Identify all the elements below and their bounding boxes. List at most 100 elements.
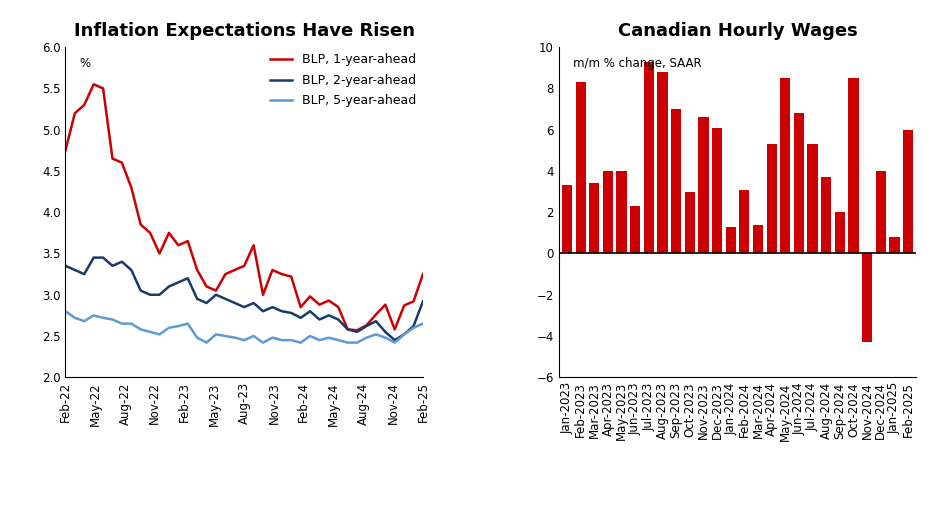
BLP, 5-year-ahead (266, 334, 278, 341)
BLP, 2-year-ahead (266, 304, 278, 310)
BLP, 5-year-ahead (238, 337, 250, 343)
BLP, 1-year-ahead (97, 85, 108, 92)
BLP, 1-year-ahead (210, 288, 222, 294)
Bar (657, 72, 668, 254)
BLP, 5-year-ahead (79, 318, 90, 324)
BLP, 5-year-ahead (305, 333, 316, 339)
Bar (780, 78, 790, 254)
BLP, 1-year-ahead (276, 271, 287, 277)
BLP, 5-year-ahead (342, 340, 353, 346)
Bar (698, 117, 709, 254)
BLP, 1-year-ahead (164, 230, 175, 236)
Text: m/m % change, SAAR: m/m % change, SAAR (573, 57, 702, 70)
BLP, 1-year-ahead (173, 242, 184, 248)
BLP, 5-year-ahead (248, 333, 259, 339)
Bar (684, 192, 695, 254)
Title: Canadian Hourly Wages: Canadian Hourly Wages (618, 22, 857, 40)
BLP, 1-year-ahead (107, 156, 118, 162)
BLP, 2-year-ahead (238, 304, 250, 310)
BLP, 1-year-ahead (88, 81, 99, 88)
BLP, 1-year-ahead (201, 283, 212, 290)
Text: instaforex: instaforex (45, 480, 117, 493)
BLP, 1-year-ahead (398, 302, 410, 309)
BLP, 5-year-ahead (145, 329, 156, 335)
Bar (643, 62, 654, 254)
BLP, 2-year-ahead (352, 329, 363, 335)
BLP, 1-year-ahead (135, 222, 146, 228)
BLP, 2-year-ahead (380, 329, 391, 335)
BLP, 5-year-ahead (276, 337, 287, 343)
BLP, 5-year-ahead (229, 334, 240, 341)
BLP, 2-year-ahead (305, 308, 316, 314)
BLP, 5-year-ahead (210, 331, 222, 337)
Bar (753, 225, 763, 254)
Text: ⚙: ⚙ (7, 481, 25, 499)
BLP, 2-year-ahead (201, 300, 212, 306)
Bar (889, 237, 899, 254)
BLP, 1-year-ahead (248, 242, 259, 248)
BLP, 2-year-ahead (361, 323, 372, 329)
Bar (808, 144, 818, 254)
BLP, 1-year-ahead (352, 327, 363, 333)
BLP, 2-year-ahead (79, 271, 90, 277)
BLP, 5-year-ahead (116, 321, 127, 327)
Line: BLP, 1-year-ahead: BLP, 1-year-ahead (65, 84, 423, 330)
Bar (576, 82, 585, 254)
BLP, 1-year-ahead (380, 301, 391, 308)
BLP, 2-year-ahead (107, 263, 118, 269)
BLP, 2-year-ahead (182, 275, 194, 281)
BLP, 1-year-ahead (116, 159, 127, 166)
BLP, 5-year-ahead (60, 308, 71, 314)
BLP, 5-year-ahead (352, 340, 363, 346)
BLP, 2-year-ahead (229, 300, 240, 306)
BLP, 2-year-ahead (116, 259, 127, 265)
Bar (712, 128, 722, 254)
BLP, 2-year-ahead (295, 315, 307, 321)
Text: %: % (79, 57, 91, 70)
BLP, 1-year-ahead (220, 271, 231, 277)
BLP, 1-year-ahead (257, 291, 268, 298)
BLP, 5-year-ahead (135, 326, 146, 333)
BLP, 2-year-ahead (398, 331, 410, 337)
BLP, 5-year-ahead (295, 340, 307, 346)
BLP, 5-year-ahead (361, 334, 372, 341)
BLP, 5-year-ahead (182, 321, 194, 327)
BLP, 5-year-ahead (164, 324, 175, 331)
BLP, 5-year-ahead (201, 340, 212, 346)
BLP, 2-year-ahead (154, 291, 165, 298)
BLP, 1-year-ahead (324, 298, 335, 304)
Bar (862, 254, 872, 342)
BLP, 1-year-ahead (408, 298, 419, 304)
BLP, 2-year-ahead (97, 255, 108, 261)
BLP, 1-year-ahead (182, 238, 194, 244)
BLP, 1-year-ahead (389, 326, 400, 333)
Bar (821, 177, 831, 254)
BLP, 1-year-ahead (417, 271, 428, 277)
Text: Instant Forex Trading: Instant Forex Trading (45, 505, 140, 514)
Bar (740, 190, 750, 254)
BLP, 2-year-ahead (342, 326, 353, 333)
BLP, 2-year-ahead (257, 308, 268, 314)
BLP, 1-year-ahead (238, 263, 250, 269)
BLP, 2-year-ahead (408, 323, 419, 329)
BLP, 5-year-ahead (192, 334, 203, 341)
BLP, 2-year-ahead (173, 279, 184, 286)
BLP, 2-year-ahead (248, 300, 259, 306)
BLP, 1-year-ahead (314, 301, 325, 308)
BLP, 1-year-ahead (125, 184, 137, 191)
BLP, 5-year-ahead (324, 334, 335, 341)
Bar (671, 109, 682, 254)
BLP, 5-year-ahead (408, 324, 419, 331)
BLP, 1-year-ahead (295, 304, 307, 310)
BLP, 5-year-ahead (97, 315, 108, 321)
BLP, 1-year-ahead (266, 267, 278, 273)
BLP, 1-year-ahead (229, 267, 240, 273)
BLP, 1-year-ahead (342, 326, 353, 333)
BLP, 5-year-ahead (107, 316, 118, 323)
BLP, 5-year-ahead (417, 321, 428, 327)
BLP, 2-year-ahead (285, 310, 296, 316)
Bar (876, 171, 886, 254)
Bar (903, 129, 913, 254)
Bar (726, 227, 736, 254)
BLP, 5-year-ahead (314, 337, 325, 343)
